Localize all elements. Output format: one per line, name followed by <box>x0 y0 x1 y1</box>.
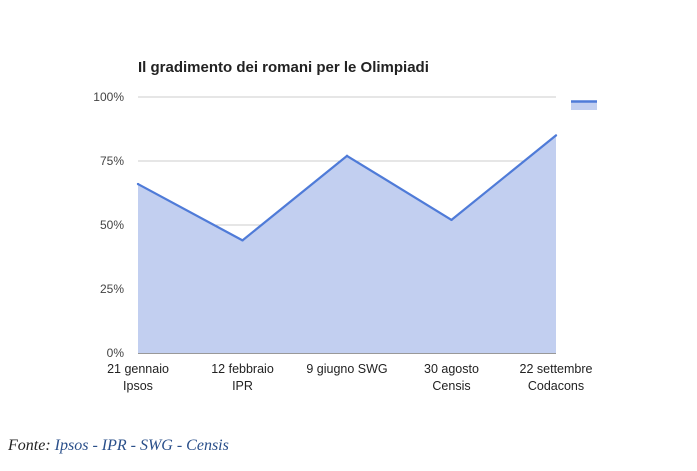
plot-area <box>136 134 558 353</box>
caption-sources[interactable]: Ipsos - IPR - SWG - Censis <box>54 437 229 454</box>
y-tick-label: 100% <box>93 90 124 104</box>
data-point <box>450 218 453 222</box>
legend <box>571 100 597 110</box>
y-tick-label: 0% <box>107 346 125 360</box>
data-point <box>136 182 140 186</box>
data-point <box>241 239 244 242</box>
x-tick-label: 9 giugno SWG <box>306 362 387 376</box>
series-area <box>138 135 556 353</box>
y-tick-label: 25% <box>100 282 124 296</box>
x-axis: 21 gennaio Ipsos 12 febbraio IPR 9 giugno SW… <box>107 362 592 393</box>
source-caption: Fonte: Ipsos - IPR - SWG - Censis <box>8 437 229 455</box>
x-tick-label: 22 settembre Codacons <box>520 362 593 393</box>
chart-title: Il gradimento dei romani per le Olimpiad… <box>138 59 429 76</box>
y-tick-label: 75% <box>100 154 124 168</box>
x-tick-label: 21 gennaio Ipsos <box>107 362 169 393</box>
data-point <box>345 154 349 158</box>
caption-prefix: Fonte: <box>8 437 55 454</box>
y-tick-label: 50% <box>100 218 124 232</box>
data-point <box>554 134 558 137</box>
legend-swatch-fill <box>571 101 597 110</box>
x-tick-label: 30 agosto Censis <box>424 362 479 393</box>
area-chart: Il gradimento dei romani per le Olimpiad… <box>93 59 597 393</box>
y-axis: 0% 25% 50% 75% 100% <box>93 90 124 360</box>
x-tick-label: 12 febbraio IPR <box>211 362 274 393</box>
